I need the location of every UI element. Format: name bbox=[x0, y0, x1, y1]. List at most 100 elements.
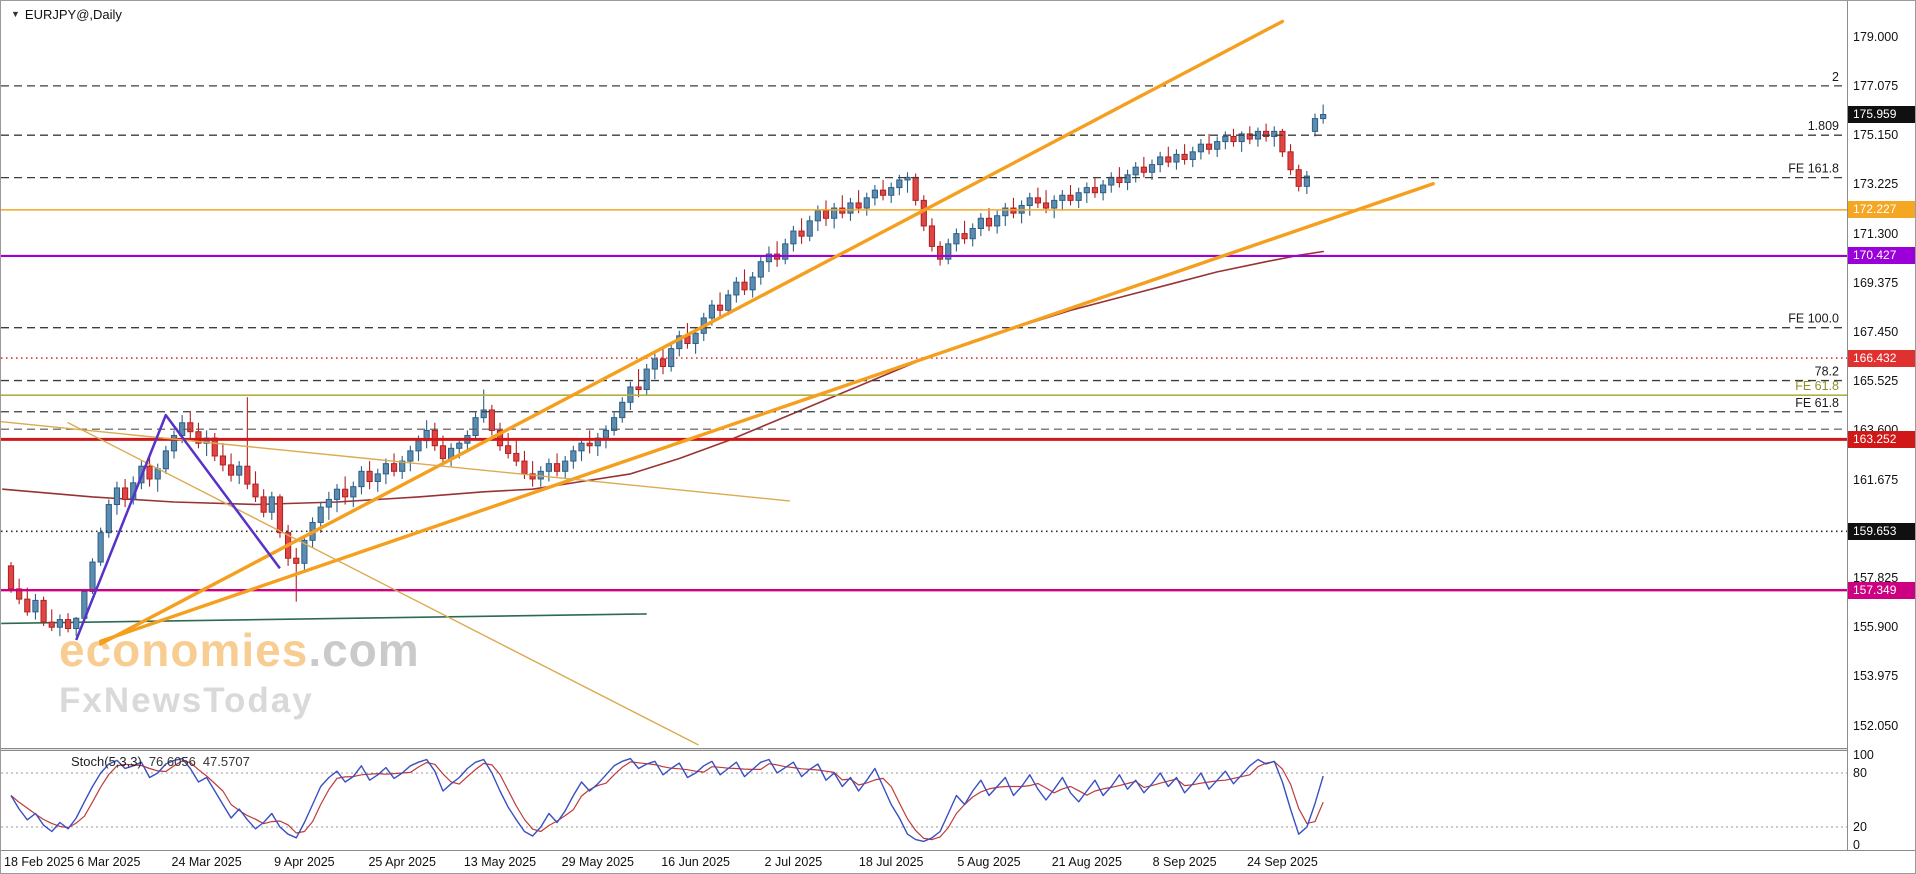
candle-body bbox=[888, 187, 895, 196]
candle-body bbox=[1197, 143, 1205, 153]
candle-body bbox=[570, 450, 577, 462]
candle-body bbox=[1002, 207, 1009, 217]
candle-body bbox=[113, 487, 121, 506]
candle-body bbox=[1189, 151, 1196, 160]
candle-body bbox=[301, 539, 308, 564]
candle-body bbox=[1230, 135, 1237, 143]
descending-trendline-short bbox=[1, 421, 791, 502]
date-label: 8 Sep 2025 bbox=[1152, 855, 1217, 869]
candle-body bbox=[855, 202, 862, 209]
stoch-axis-tick: 20 bbox=[1853, 820, 1867, 834]
price-tick: 175.150 bbox=[1853, 128, 1899, 143]
stoch-axis-tick: 80 bbox=[1853, 766, 1867, 780]
candle-body bbox=[97, 532, 104, 563]
price-tick: 157.825 bbox=[1853, 571, 1899, 586]
candle-body bbox=[611, 417, 618, 431]
candle-body bbox=[619, 401, 626, 419]
candle-body bbox=[456, 442, 463, 449]
date-label: 24 Sep 2025 bbox=[1246, 855, 1318, 869]
candle-body bbox=[1271, 130, 1278, 137]
date-label: 2 Jul 2025 bbox=[764, 855, 823, 869]
stochastic-pane[interactable] bbox=[1, 751, 1847, 850]
candle-body bbox=[1303, 175, 1310, 187]
candle-body bbox=[1091, 187, 1099, 194]
time-axis[interactable]: 18 Feb 2025 6 Mar 2025 24 Mar 2025 9 Apr 20… bbox=[1, 850, 1915, 873]
price-tick: 167.450 bbox=[1853, 325, 1899, 339]
candle-body bbox=[317, 506, 324, 523]
candle-body bbox=[439, 445, 447, 460]
candle-body bbox=[578, 442, 585, 452]
candle-body bbox=[260, 496, 267, 513]
candle-body bbox=[733, 281, 740, 296]
price-tick: 165.525 bbox=[1853, 374, 1899, 389]
ascending-channel-upper-line bbox=[98, 19, 1285, 646]
ascending-channel-lower-line bbox=[98, 182, 1435, 643]
level-label: FE 100.0 bbox=[1788, 312, 1839, 326]
price-tick: 155.900 bbox=[1853, 620, 1899, 635]
price-axis[interactable]: 179.000 177.075 175.150 173.225 171.300 169.3… bbox=[1847, 1, 1915, 852]
level-label: 1.809 bbox=[1808, 119, 1839, 133]
candle-body bbox=[1075, 192, 1082, 201]
candle-body bbox=[659, 358, 667, 368]
candle-body bbox=[293, 557, 300, 564]
green-support-line bbox=[1, 613, 647, 625]
candle-body bbox=[1026, 197, 1033, 206]
candle-body bbox=[195, 431, 202, 444]
candle-body bbox=[757, 261, 764, 278]
candle-body bbox=[374, 473, 381, 483]
candle-body bbox=[170, 435, 178, 452]
stoch-signal-value: 47.5707 bbox=[202, 754, 250, 769]
candle-body bbox=[122, 487, 129, 500]
price-tick: 171.300 bbox=[1853, 226, 1899, 241]
level-label: 78.2 bbox=[1815, 365, 1839, 379]
stoch-main-line bbox=[10, 757, 1324, 843]
price-tick: 169.375 bbox=[1853, 275, 1899, 290]
candle-body bbox=[32, 599, 39, 613]
candle-body bbox=[342, 488, 349, 498]
candle-body bbox=[985, 217, 993, 227]
candle-body bbox=[1246, 133, 1253, 140]
candle-body bbox=[333, 488, 341, 500]
candle-body bbox=[798, 230, 805, 237]
collapse-triangle-icon[interactable]: ▼ bbox=[11, 9, 20, 19]
candle-body bbox=[219, 455, 227, 466]
candle-body bbox=[1051, 199, 1058, 209]
candle-body bbox=[871, 189, 878, 199]
candle-body bbox=[969, 227, 976, 240]
stoch-name: Stoch(5,3,3) bbox=[71, 754, 142, 769]
candle-body bbox=[831, 207, 838, 219]
price-badge: 172.227 bbox=[1848, 201, 1915, 219]
candle-body bbox=[366, 470, 373, 483]
watermark-brand-suffix: .com bbox=[308, 624, 420, 676]
candle-body bbox=[382, 463, 389, 475]
candle-body bbox=[1132, 166, 1139, 176]
candle-body bbox=[7, 565, 15, 590]
candle-body bbox=[896, 179, 903, 189]
watermark-tagline: FxNewsToday bbox=[59, 681, 314, 720]
price-tick: 179.000 bbox=[1853, 29, 1899, 44]
date-label: 18 Jul 2025 bbox=[858, 855, 924, 869]
candle-body bbox=[586, 442, 593, 447]
date-label: 6 Mar 2025 bbox=[77, 855, 141, 869]
price-tick: 153.975 bbox=[1853, 669, 1899, 684]
stoch-main-value: 76.6056 bbox=[148, 754, 196, 769]
candle-body bbox=[227, 464, 235, 476]
candle-body bbox=[602, 429, 610, 439]
candle-body bbox=[961, 233, 968, 240]
candle-body bbox=[1295, 169, 1302, 187]
candle-body bbox=[390, 463, 398, 472]
candle-body bbox=[553, 463, 561, 472]
candle-body bbox=[790, 230, 797, 245]
candle-body bbox=[643, 368, 650, 391]
candle-body bbox=[146, 465, 153, 480]
candle-body bbox=[350, 486, 357, 498]
candle-body bbox=[1320, 113, 1327, 120]
level-label: FE 61.8 bbox=[1795, 379, 1839, 393]
candle-body bbox=[89, 561, 96, 592]
pane-splitter[interactable] bbox=[1, 748, 1915, 751]
symbol-text: EURJPY@,Daily bbox=[24, 7, 122, 22]
candle-body bbox=[276, 496, 284, 534]
candle-body bbox=[814, 210, 821, 222]
